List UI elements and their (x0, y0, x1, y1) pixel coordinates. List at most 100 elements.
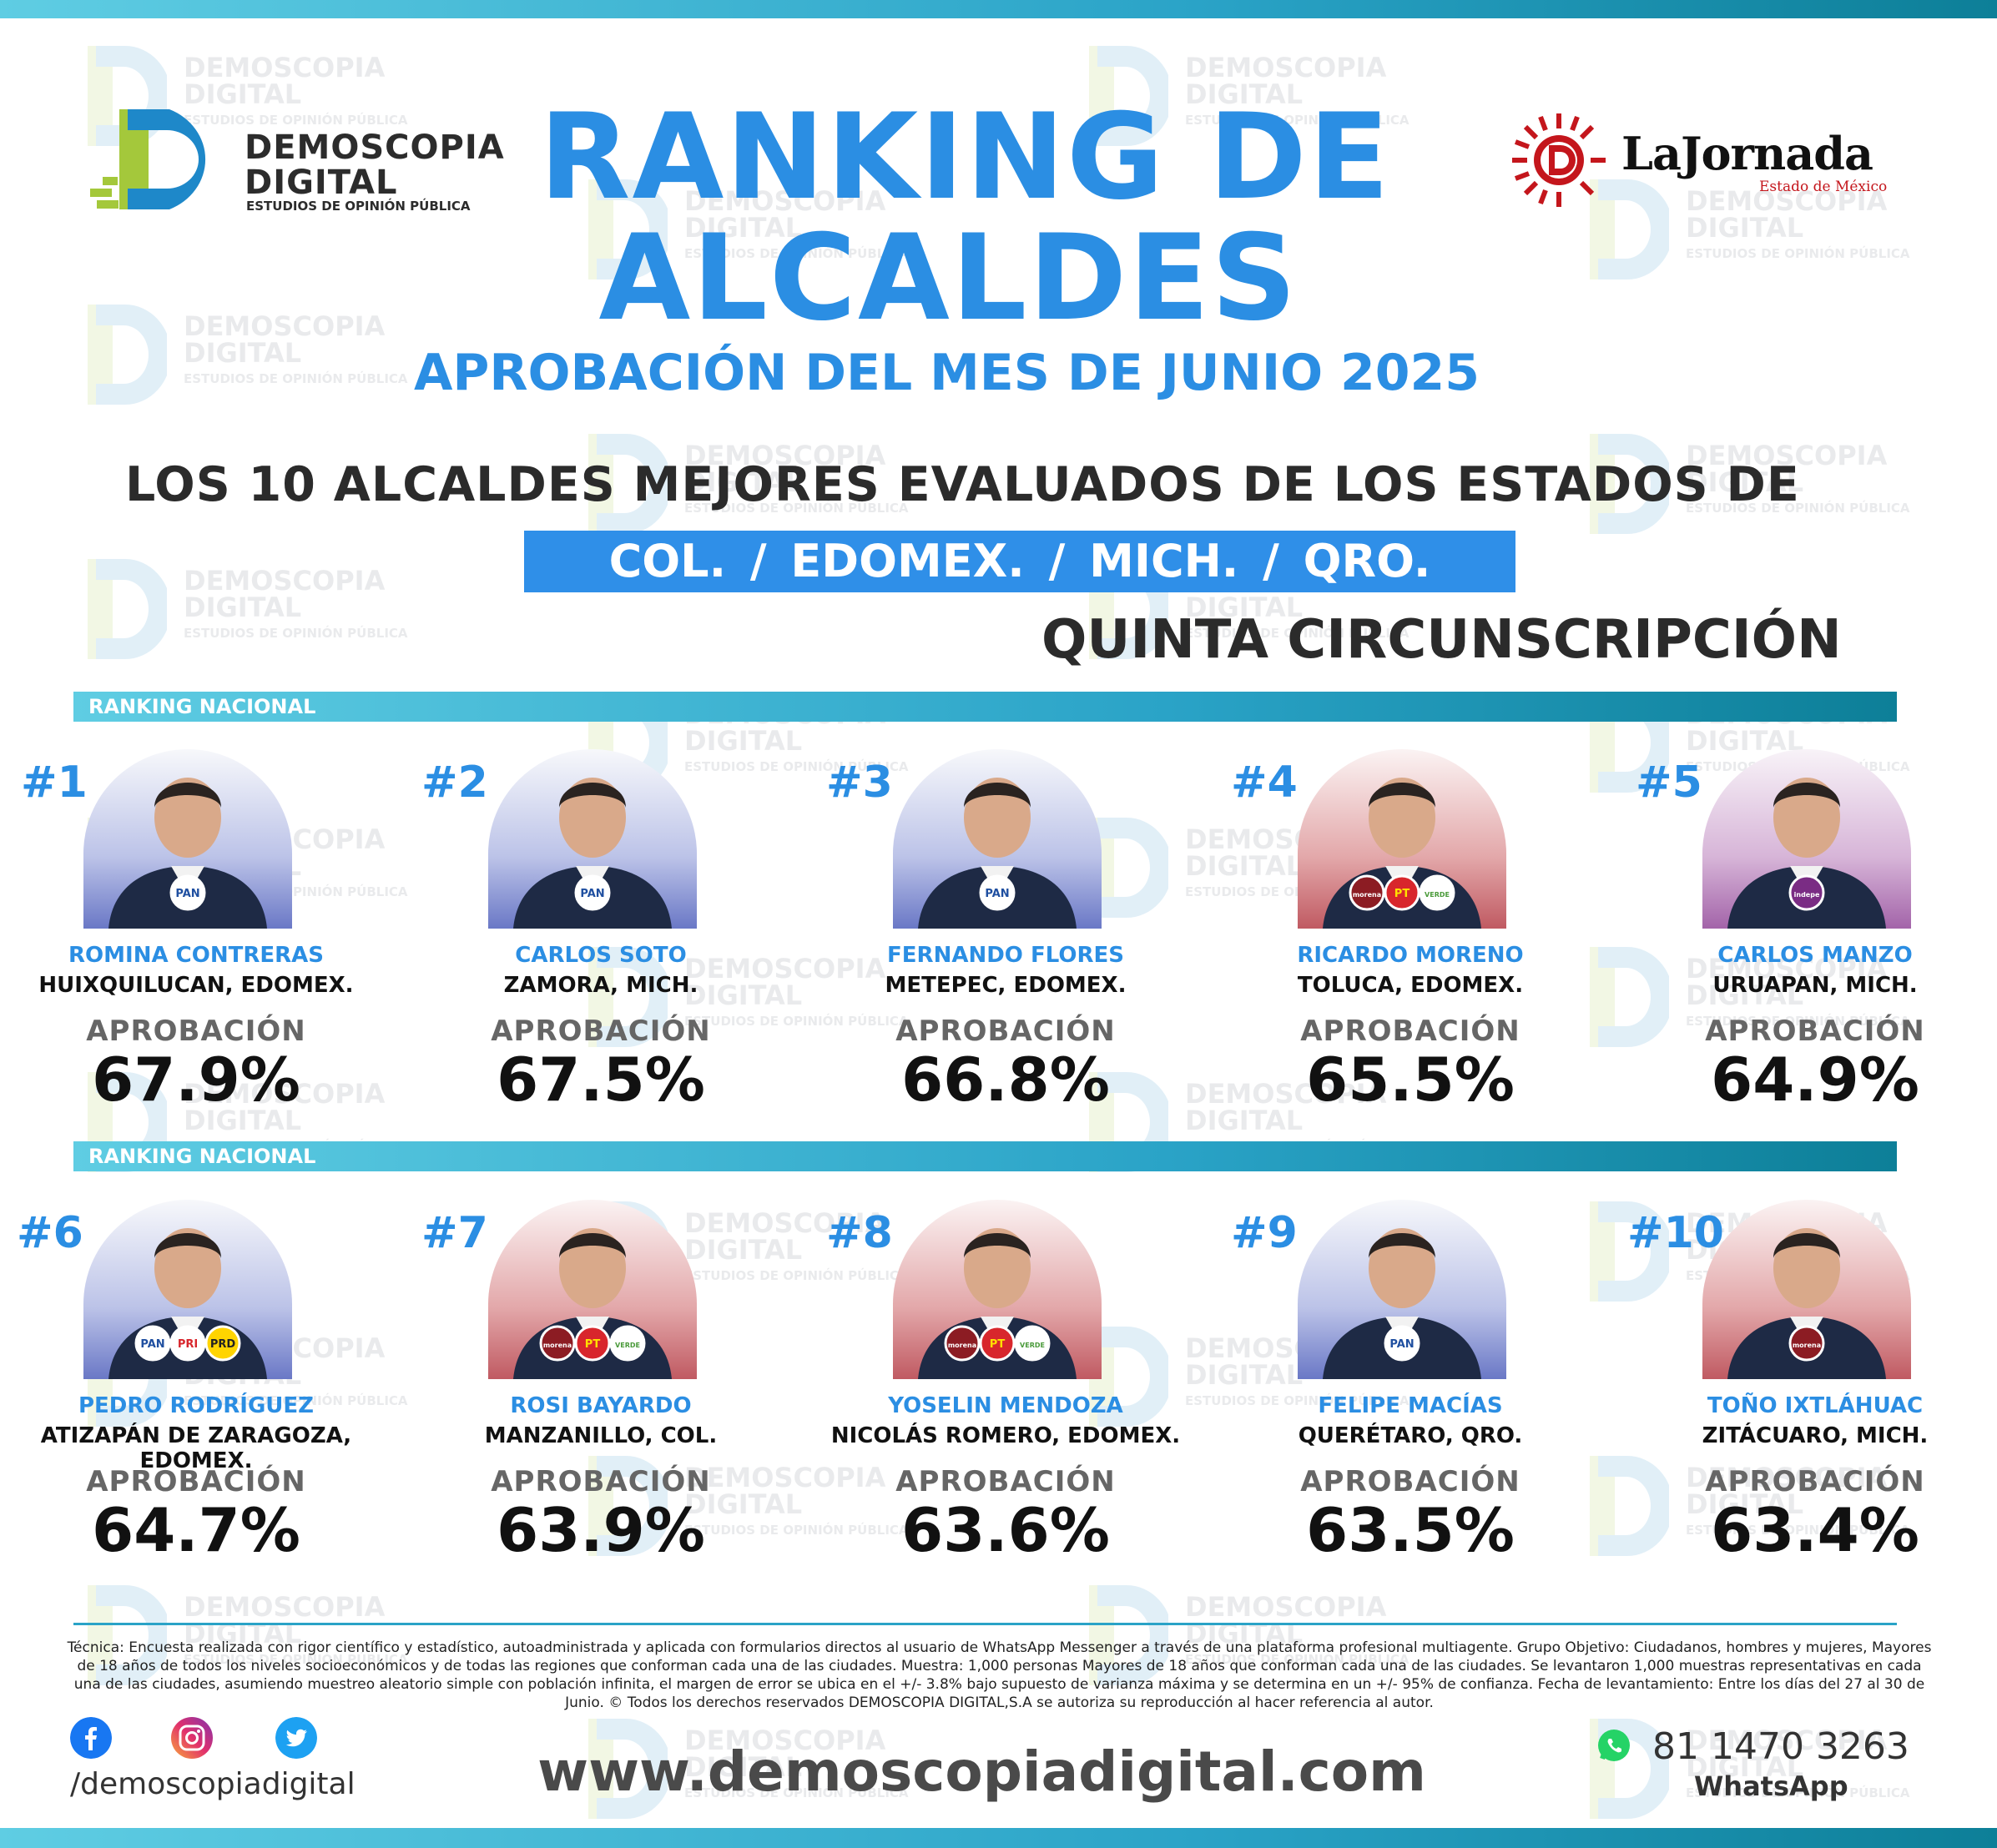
rank-number: #10 (1627, 1208, 1724, 1258)
party-badge-icon: VERDE (609, 1325, 646, 1362)
approval-label: APROBACIÓN (1705, 1015, 1925, 1048)
demoscopia-d-icon (90, 109, 206, 209)
rank-number: #2 (421, 758, 488, 808)
approval-value: 63.6% (901, 1495, 1110, 1565)
social-handle[interactable]: /demoscopiadigital (70, 1767, 356, 1801)
approval-label: APROBACIÓN (1300, 1465, 1520, 1498)
top-accent-bar (0, 0, 1997, 18)
la-jornada-region: Estado de México (1759, 179, 1888, 195)
approval-label: APROBACIÓN (491, 1465, 711, 1498)
mayor-name: FELIPE MACÍAS (1318, 1393, 1503, 1418)
title-line-2: ALCALDES (598, 209, 1299, 347)
rank-number: #4 (1231, 758, 1298, 808)
party-badge-icon: morena (539, 1325, 576, 1362)
mayor-name: PEDRO RODRÍGUEZ (78, 1393, 315, 1418)
mayor-name: CARLOS SOTO (515, 943, 687, 968)
person-silhouette-icon: PAN (513, 778, 672, 929)
mayor-city: QUERÉTARO, QRO. (1298, 1423, 1523, 1448)
svg-text:VERDE: VERDE (1020, 1342, 1045, 1349)
svg-text:PAN: PAN (1389, 1338, 1414, 1351)
ranking-bar-bottom: RANKING NACIONAL (73, 1141, 1897, 1171)
rank-number: #3 (826, 758, 893, 808)
la-jornada-wordmark: LaJornada (1621, 127, 1873, 180)
phone-number[interactable]: 81 1470 3263 (1652, 1725, 1909, 1768)
mayor-card: #7 morena PT VERDE ROSI BAYARDO MANZANILLO, C… (421, 1191, 717, 1575)
party-badge-icon: PAN (134, 1325, 171, 1362)
mayor-card: #8 morena PT VERDE YOSELIN MENDOZA NICOLÁS RO… (826, 1191, 1180, 1575)
la-jornada-sun-icon (1512, 113, 1606, 207)
mayor-photo: PAN (83, 749, 292, 929)
facebook-icon[interactable] (70, 1717, 112, 1759)
mayor-photo: morena PT VERDE (1298, 749, 1506, 929)
whatsapp-label: WhatsApp (1694, 1770, 1848, 1802)
mayor-city: TOLUCA, EDOMEX. (1297, 973, 1524, 998)
twitter-icon[interactable] (275, 1717, 317, 1759)
person-silhouette-icon: PAN (918, 778, 1077, 929)
mayor-name: FERNANDO FLORES (887, 943, 1124, 968)
rank-number: #1 (21, 758, 88, 808)
mayor-card: #5 indepe CARLOS MANZO URUAPAN, MICH. APROBA… (1636, 741, 1924, 1125)
party-badge-icon: VERDE (1419, 874, 1455, 911)
party-badge-icon: VERDE (1014, 1325, 1051, 1362)
rank-number: #7 (421, 1208, 488, 1258)
person-silhouette-icon: PAN PRI PRD (108, 1228, 267, 1379)
approval-label: APROBACIÓN (86, 1015, 306, 1048)
mayor-name: ROMINA CONTRERAS (68, 943, 324, 968)
mayor-city: METEPEC, EDOMEX. (885, 973, 1127, 998)
party-badge-icon: morena (1788, 1325, 1825, 1362)
person-silhouette-icon: morena (1727, 1228, 1886, 1379)
mayor-card: #3 PAN FERNANDO FLORES METEPEC, EDOMEX. APRO… (826, 741, 1126, 1125)
svg-text:morena: morena (1353, 891, 1381, 899)
party-badge-icon: PAN (1384, 1325, 1420, 1362)
mayor-city: ZAMORA, MICH. (503, 973, 698, 998)
mayor-photo: PAN (893, 749, 1102, 929)
svg-text:PAN: PAN (140, 1338, 164, 1351)
la-jornada-logo[interactable]: LaJornada Estado de México (1509, 110, 1901, 210)
approval-label: APROBACIÓN (491, 1015, 711, 1048)
mayor-card: #4 morena PT VERDE RICARDO MORENO TOLUCA, EDO… (1231, 741, 1524, 1125)
mayor-name: TOÑO IXTLÁHUAC (1707, 1393, 1924, 1418)
bottom-accent-bar (0, 1828, 1997, 1848)
approval-value: 67.9% (92, 1045, 300, 1115)
svg-text:PT: PT (990, 1338, 1006, 1351)
approval-value: 65.5% (1306, 1045, 1515, 1115)
footer-divider (73, 1623, 1897, 1625)
svg-text:PRD: PRD (210, 1338, 236, 1351)
website-link[interactable]: www.demoscopiadigital.com (537, 1740, 1426, 1804)
svg-text:PAN: PAN (580, 888, 604, 900)
instagram-icon[interactable] (171, 1717, 213, 1759)
rank-number: #5 (1636, 758, 1702, 808)
mayor-photo: morena (1702, 1200, 1911, 1379)
mayor-card: #2 PAN CARLOS SOTO ZAMORA, MICH. APROBACIÓN 6… (421, 741, 710, 1125)
mayor-card: #6 PAN PRI PRD PEDRO RODRÍGUEZ ATIZAPÁN DE ZA… (17, 1191, 351, 1575)
approval-label: APROBACIÓN (895, 1015, 1116, 1048)
title-line-1: RANKING DE (539, 88, 1391, 226)
svg-text:PRI: PRI (178, 1338, 198, 1351)
person-silhouette-icon: PAN (108, 778, 267, 929)
mayor-name: YOSELIN MENDOZA (888, 1393, 1123, 1418)
circunscripcion-label: QUINTA CIRCUNSCRIPCIÓN (1041, 609, 1842, 671)
mayor-city: URUAPAN, MICH. (1712, 973, 1918, 998)
approval-value: 63.9% (497, 1495, 705, 1565)
logo-line-1: DEMOSCOPIA (245, 128, 505, 167)
party-badge-icon: PAN (574, 874, 611, 911)
person-silhouette-icon: morena PT VERDE (1323, 778, 1481, 929)
party-badge-icon: PRI (169, 1325, 206, 1362)
mayor-photo: morena PT VERDE (893, 1200, 1102, 1379)
whatsapp-icon[interactable] (1596, 1727, 1632, 1764)
subtitle: APROBACIÓN DEL MES DE JUNIO 2025 (413, 344, 1480, 402)
approval-label: APROBACIÓN (1705, 1465, 1925, 1498)
svg-text:PT: PT (1394, 888, 1410, 900)
rank-number: #6 (17, 1208, 83, 1258)
svg-text:morena: morena (543, 1342, 572, 1349)
approval-value: 63.5% (1306, 1495, 1515, 1565)
mayor-city: ZITÁCUARO, MICH. (1702, 1423, 1929, 1448)
demoscopia-logo[interactable]: DEMOSCOPIA DIGITAL ESTUDIOS DE OPINIÓN P… (90, 105, 504, 218)
mayor-card: #1 PAN ROMINA CONTRERAS HUIXQUILUCAN, EDOME… (21, 741, 354, 1125)
logo-tagline: ESTUDIOS DE OPINIÓN PÚBLICA (246, 199, 471, 214)
approval-value: 67.5% (497, 1045, 705, 1115)
svg-text:PAN: PAN (175, 888, 199, 900)
mayor-photo: PAN (1298, 1200, 1506, 1379)
mayor-photo: PAN (488, 749, 697, 929)
person-silhouette-icon: morena PT VERDE (513, 1228, 672, 1379)
